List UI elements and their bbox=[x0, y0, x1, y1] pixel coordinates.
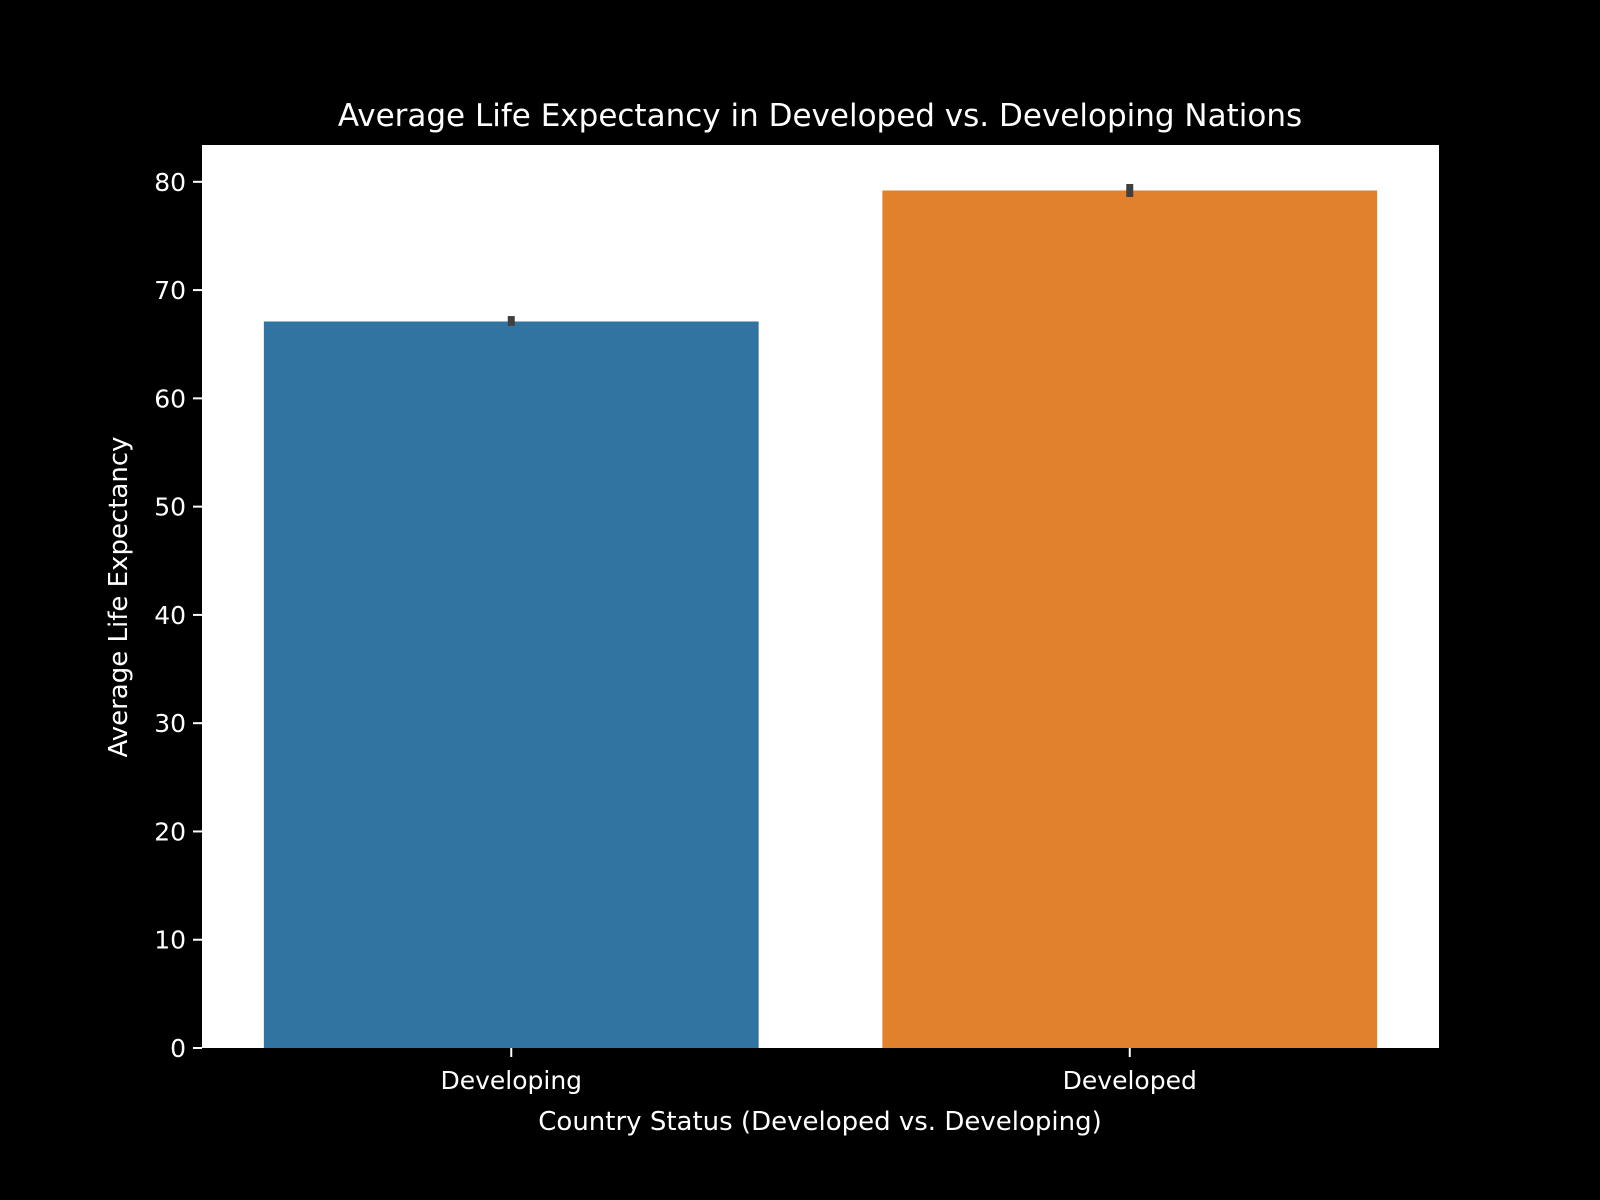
error-bars-layer bbox=[507, 183, 1134, 326]
x-axis: Developing Developed bbox=[440, 1048, 1197, 1095]
y-tick-label: 80 bbox=[154, 168, 186, 197]
bar-developing bbox=[263, 321, 759, 1049]
y-tick-label: 60 bbox=[154, 384, 186, 413]
x-tick-label: Developed bbox=[1063, 1066, 1197, 1095]
x-tick-label: Developing bbox=[440, 1066, 582, 1095]
y-tick-label: 0 bbox=[170, 1034, 186, 1063]
bar-developed bbox=[882, 190, 1378, 1048]
y-axis-label: Average Life Expectancy bbox=[104, 436, 134, 757]
chart-title: Average Life Expectancy in Developed vs.… bbox=[338, 98, 1302, 134]
y-tick-label: 70 bbox=[154, 276, 186, 305]
y-axis: 0 10 20 30 40 50 60 70 80 bbox=[154, 168, 202, 1063]
x-axis-label: Country Status (Developed vs. Developing… bbox=[538, 1107, 1101, 1137]
y-tick-label: 30 bbox=[154, 709, 186, 738]
y-tick-label: 20 bbox=[154, 817, 186, 846]
y-tick-label: 10 bbox=[154, 926, 186, 955]
bars-layer bbox=[263, 190, 1378, 1049]
y-tick-label: 40 bbox=[154, 601, 186, 630]
y-tick-label: 50 bbox=[154, 493, 186, 522]
